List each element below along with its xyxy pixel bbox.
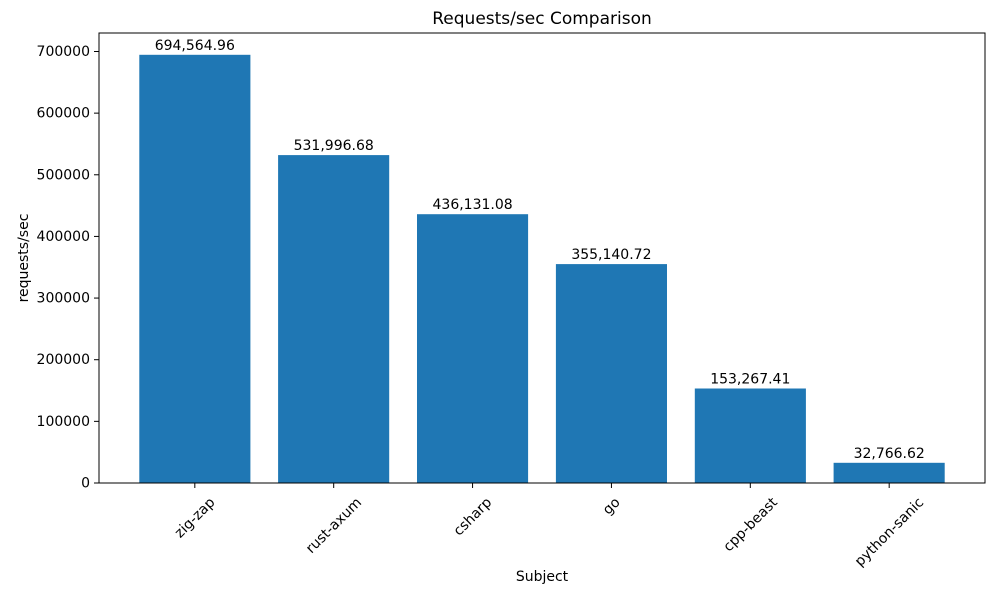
bar-csharp <box>417 214 529 483</box>
chart-title: Requests/sec Comparison <box>432 9 652 29</box>
bar-go <box>555 264 667 483</box>
bar-value-label: 355,140.72 <box>571 247 651 263</box>
y-tick-label: 700000 <box>37 44 90 60</box>
bar-value-label: 531,996.68 <box>294 138 374 154</box>
bar-rust-axum <box>278 155 390 483</box>
bar-cpp-beast <box>694 388 806 483</box>
y-tick-label: 300000 <box>37 291 90 307</box>
y-tick-label: 400000 <box>37 229 90 245</box>
x-axis-ticks-group: zig-zap rust-axum csharp go cpp-beast python-… <box>172 483 927 570</box>
y-tick-label: 200000 <box>37 352 90 368</box>
y-tick-label: 600000 <box>37 106 90 122</box>
x-tick-label-csharp: csharp <box>451 495 496 540</box>
x-tick-label-go: go <box>600 495 624 519</box>
bar-value-label: 436,131.08 <box>433 197 513 213</box>
bar-value-label: 153,267.41 <box>710 372 790 388</box>
y-axis-ticks-group: 0 100000 200000 300000 400000 500000 600000 700… <box>37 44 99 491</box>
bars-group <box>139 54 945 484</box>
y-tick-label: 100000 <box>37 414 90 430</box>
x-axis-label: Subject <box>516 569 569 585</box>
bar-value-label: 32,766.62 <box>854 446 925 462</box>
x-tick-label-python-sanic: python-sanic <box>852 495 927 570</box>
bar-value-label: 694,564.96 <box>155 38 235 54</box>
x-tick-label-cpp-beast: cpp-beast <box>720 494 781 555</box>
bar-python-sanic <box>833 462 945 483</box>
plot-frame <box>98 32 986 484</box>
bar-zig-zap <box>139 54 251 484</box>
x-tick-label-zig-zap: zig-zap <box>172 495 219 542</box>
x-tick-label-rust-axum: rust-axum <box>303 495 365 557</box>
y-tick-label: 500000 <box>37 167 90 183</box>
y-axis-label: requests/sec <box>16 214 32 303</box>
y-tick-label: 0 <box>81 475 90 491</box>
bar-value-labels-group: 694,564.96 531,996.68 436,131.08 355,140.72… <box>155 38 925 462</box>
